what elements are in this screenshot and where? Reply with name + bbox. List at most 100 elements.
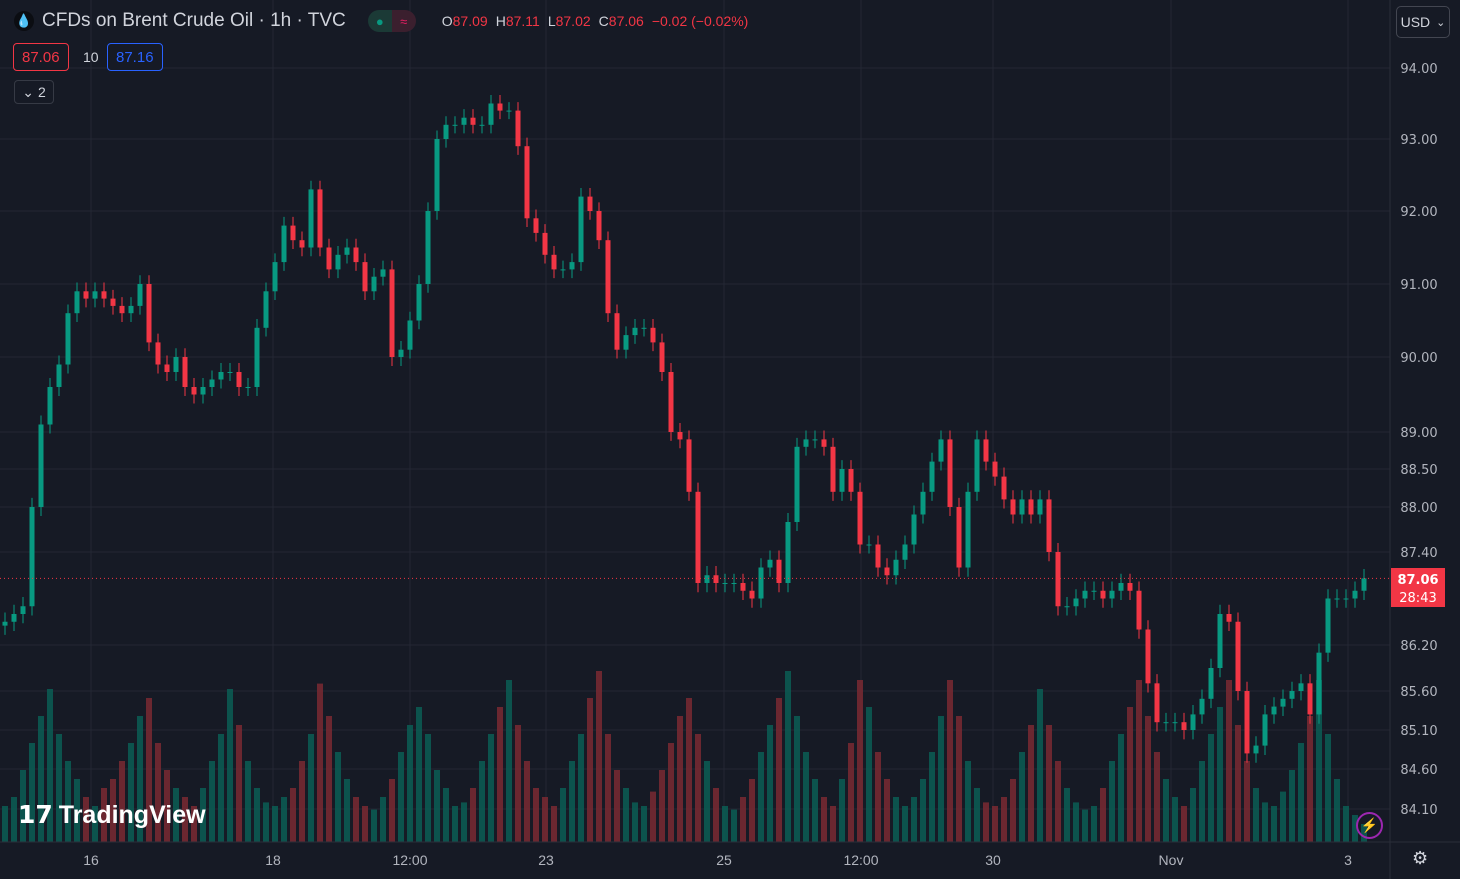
volume-bar	[677, 716, 683, 842]
volume-bar	[92, 806, 98, 842]
volume-bar	[731, 809, 737, 842]
volume-bar	[965, 761, 971, 842]
price-tick-label: 92.00	[1400, 205, 1437, 220]
sell-price-button[interactable]: 87.06	[13, 43, 69, 71]
volume-bar	[137, 716, 143, 842]
volume-bar	[1145, 716, 1151, 842]
volume-bar	[956, 716, 962, 842]
indicators-collapse-button[interactable]: ⌄ 2	[14, 80, 54, 104]
candle-body	[632, 327, 638, 336]
candle-body	[569, 262, 575, 270]
candle-body	[866, 544, 872, 546]
volume-bar	[1172, 797, 1178, 842]
candle-body	[443, 124, 449, 139]
volume-bar	[1226, 680, 1232, 842]
volume-bar	[1001, 797, 1007, 842]
open-label: O	[441, 13, 453, 29]
price-tick-label: 91.00	[1400, 278, 1437, 293]
volume-bar	[1199, 761, 1205, 842]
wave-icon: ≈	[391, 10, 416, 32]
grid-lines	[0, 0, 1390, 842]
market-status[interactable]: ● ≈	[367, 10, 416, 32]
candle-body	[20, 606, 26, 614]
volume-bar	[389, 779, 395, 842]
candle-body	[416, 284, 422, 321]
candle-body	[380, 269, 386, 277]
candle-body	[1145, 629, 1151, 684]
buy-price-button[interactable]: 87.16	[107, 43, 163, 71]
volume-bar	[407, 725, 413, 842]
volume-bar	[335, 752, 341, 842]
volume-bar	[1190, 788, 1196, 842]
volume-bar	[722, 806, 728, 842]
logo-text: TradingView	[58, 800, 206, 829]
volume-bar	[488, 734, 494, 842]
volume-bar	[551, 806, 557, 842]
last-price-badge	[1391, 568, 1445, 607]
price-axis-labels: 94.00 93.00 92.00 91.00 90.00 89.00 88.50 88.00…	[1400, 62, 1437, 818]
volume-bar	[1262, 802, 1268, 842]
volume-bar	[794, 716, 800, 842]
lightning-button[interactable]: ⚡	[1356, 812, 1383, 839]
currency-select[interactable]: USD ⌄	[1396, 6, 1450, 38]
countdown-label: 28:43	[1399, 591, 1436, 606]
market-open-dot-icon: ●	[367, 10, 392, 32]
chart-settings-button[interactable]: ⚙	[1412, 848, 1428, 869]
candle-body	[749, 590, 755, 599]
volume-bar	[983, 802, 989, 842]
candle-body	[704, 575, 710, 583]
volume-bar	[641, 806, 647, 842]
price-axis[interactable]	[1390, 0, 1460, 879]
candle-body	[1244, 691, 1250, 754]
symbol-title[interactable]: CFDs on Brent Crude Oil · 1h · TVC	[42, 10, 346, 31]
volume-bar	[920, 779, 926, 842]
candle-body	[623, 335, 629, 350]
price-tick-label: 93.00	[1400, 133, 1437, 148]
high-label: H	[495, 13, 506, 29]
candle-body	[839, 469, 845, 492]
tradingview-logo[interactable]: 𝟭𝟳 TradingView	[18, 800, 206, 830]
volume-bar	[200, 788, 206, 842]
volume-bar	[713, 788, 719, 842]
volume-bar	[542, 797, 548, 842]
volume-bar	[587, 698, 593, 842]
volume-bar	[74, 779, 80, 842]
candle-body	[65, 313, 71, 365]
volume-bar	[470, 788, 476, 842]
volume-bar	[2, 806, 8, 842]
candle-body	[740, 583, 746, 591]
volume-bar	[146, 698, 152, 842]
candle-body	[659, 342, 665, 372]
volume-bar	[1235, 725, 1241, 842]
candle-body	[641, 327, 647, 329]
close-label: C	[598, 13, 609, 29]
volume-bar	[875, 752, 881, 842]
time-axis-labels[interactable]: 16 18 12:00 23 25 12:00 30 Nov 3	[83, 852, 1352, 868]
volume-bar	[398, 752, 404, 842]
candle-body	[1271, 706, 1277, 715]
candle-body	[1073, 598, 1079, 607]
chevron-down-icon: ⌄	[1436, 16, 1446, 29]
price-tick-label: 85.10	[1400, 724, 1437, 739]
volume-bar	[497, 707, 503, 842]
volume-bar	[317, 683, 323, 842]
candle-body	[524, 146, 530, 219]
time-tick-label: 12:00	[392, 852, 427, 868]
volume-bar	[515, 725, 521, 842]
candle-body	[596, 211, 602, 241]
candle-body	[227, 372, 233, 373]
candle-body	[398, 349, 404, 357]
volume-bar	[209, 761, 215, 842]
candle-body	[812, 439, 818, 441]
candle-body	[1154, 683, 1160, 723]
ohlc-values: O87.09 H87.11 L87.02 C87.06 −0.02 (−0.02…	[442, 13, 749, 29]
candle-body	[164, 364, 170, 372]
volume-bar	[227, 689, 233, 842]
candle-body	[191, 387, 197, 395]
price-tick-label: 86.20	[1400, 639, 1437, 654]
lightning-icon: ⚡	[1360, 817, 1379, 833]
volume-bar	[1064, 788, 1070, 842]
volume-bar	[1289, 770, 1295, 842]
volume-bar	[632, 802, 638, 842]
